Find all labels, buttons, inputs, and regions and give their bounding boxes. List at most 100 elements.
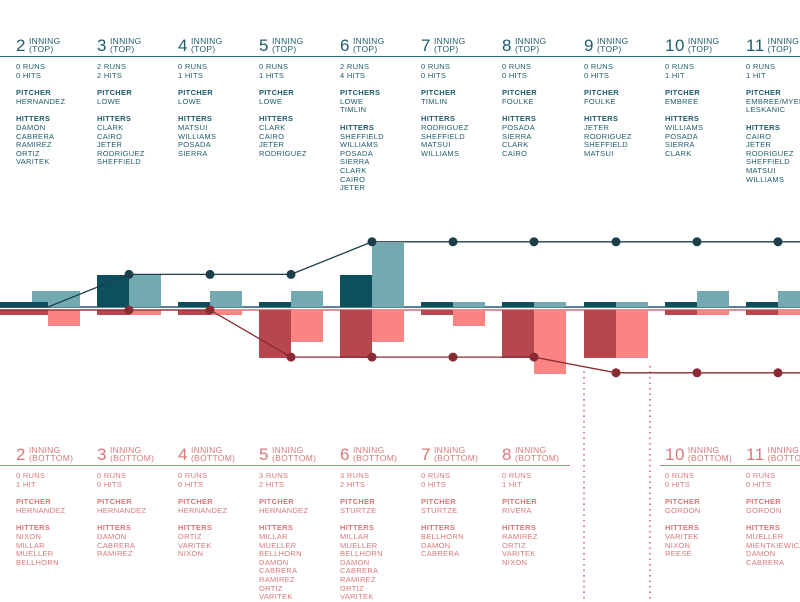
- runs-count: 0 RUNS: [97, 471, 127, 480]
- runs-count: 0 RUNS: [584, 62, 614, 71]
- bottom-cumulative-point: [773, 368, 783, 378]
- hits-count: 0 HITS: [665, 479, 691, 489]
- inning-number: 7: [421, 445, 431, 464]
- hitter-name: POSADA: [178, 140, 212, 150]
- hits-count: 2 HITS: [97, 70, 123, 80]
- hits-count: 0 HITS: [502, 70, 528, 80]
- bar-top-runs: [665, 302, 697, 307]
- hitters-section: HITTERS SHEFFIELD WILLIAMS POSADA SIERRA CLAR…: [340, 123, 420, 193]
- inning-word: INNING: [109, 36, 142, 46]
- inning-stats: 0 RUNS 0 HITS: [421, 471, 501, 489]
- inning-half: (BOTTOM): [687, 453, 733, 463]
- runs-count: 3 RUNS: [259, 471, 289, 480]
- inning-header: 2 INNING (BOTTOM): [16, 441, 96, 463]
- hitter-name: POSADA: [340, 148, 374, 158]
- hits-count: 0 HITS: [421, 479, 447, 489]
- pitcher-name: EMBREE/MYERS: [746, 96, 800, 106]
- hitters-label: HITTERS: [665, 523, 700, 533]
- inning-stats: 3 RUNS 2 HITS: [259, 471, 339, 489]
- bottom-inning-column: 7 INNING (BOTTOM) 0 RUNS 0 HITS PITCHER STURTZ…: [421, 441, 501, 559]
- top-cumulative-point: [124, 269, 134, 279]
- inning-word: INNING: [352, 36, 385, 46]
- hits-count: 0 HITS: [16, 70, 42, 80]
- bottom-cumulative-point: [205, 305, 215, 315]
- bar-bottom-hits: [210, 310, 242, 315]
- bar-top-runs: [259, 302, 291, 307]
- hitters-section: HITTERS RAMIREZ ORTIZ VARITEK NIXON: [502, 524, 582, 567]
- hitters-section: HITTERS CLARK CAIRO JETER RODRIGUEZ SHEFFIELD: [97, 115, 177, 167]
- inning-half: (TOP): [596, 44, 622, 54]
- inning-header: 6 INNING (TOP): [340, 32, 420, 54]
- hits-count: 2 HITS: [340, 479, 366, 489]
- inning-header: 2 INNING (TOP): [16, 32, 96, 54]
- hitter-name: DAMON: [16, 122, 46, 132]
- bar-bottom-hits: [453, 310, 485, 326]
- inning-label: INNING (TOP): [597, 37, 629, 54]
- runs-count: 0 RUNS: [16, 62, 46, 71]
- bottom-cumulative-point: [448, 352, 458, 362]
- bar-bottom-hits: [616, 310, 648, 358]
- hitter-name: MATSUI: [746, 165, 776, 175]
- inning-word: INNING: [433, 36, 466, 46]
- hitter-name: SHEFFIELD: [584, 140, 628, 150]
- hitter-name: MILLAR: [340, 531, 369, 541]
- bar-top-runs: [502, 302, 534, 307]
- inning-number: 11: [746, 36, 765, 55]
- bar-top-hits: [372, 243, 404, 307]
- bottom-inning-column: 6 INNING (BOTTOM) 3 RUNS 2 HITS PITCHER STURTZ…: [340, 441, 420, 602]
- top-inning-column: 4 INNING (TOP) 0 RUNS 1 HITS PITCHER LOWE HITTE…: [178, 32, 258, 158]
- hitter-name: CLARK: [340, 165, 367, 175]
- inning-number: 2: [16, 36, 26, 55]
- inning-half: (BOTTOM): [433, 453, 479, 463]
- bar-bottom-runs: [97, 310, 129, 315]
- runs-count: 0 RUNS: [421, 471, 451, 480]
- inning-half: (TOP): [687, 44, 713, 54]
- runs-count: 0 RUNS: [502, 62, 532, 71]
- pitcher-label: PITCHER: [178, 88, 214, 98]
- inning-word: INNING: [109, 445, 142, 455]
- inning-stats: 0 RUNS 1 HIT: [665, 62, 745, 80]
- hitter-name: CLARK: [665, 148, 692, 158]
- inning-label: INNING(BOTTOM): [191, 446, 235, 463]
- pitcher-name: LOWE: [178, 96, 202, 106]
- bottom-rule: [0, 465, 570, 466]
- inning-header: 3 INNING (BOTTOM): [97, 441, 177, 463]
- inning-stats: 0 RUNS 0 HITS: [584, 62, 664, 80]
- hitter-name: RODRIGUEZ: [259, 148, 307, 158]
- hitter-name: WILLIAMS: [665, 122, 704, 132]
- inning-label: INNING (TOP): [434, 37, 466, 54]
- inning-half: (TOP): [514, 44, 540, 54]
- hitter-name: CABRERA: [259, 566, 298, 576]
- inning-label: INNING(BOTTOM): [768, 446, 800, 463]
- bar-bottom-runs: [746, 310, 778, 315]
- bar-top-hits: [48, 291, 80, 307]
- inning-number: 5: [259, 36, 269, 55]
- hitter-name: CAIRO: [502, 148, 528, 158]
- inning-stats: 0 RUNS 1 HITS: [178, 62, 258, 80]
- pitcher-section: PITCHER GORDON: [746, 498, 800, 515]
- inning-number: 10: [665, 36, 685, 55]
- bar-bottom-runs: [665, 310, 697, 315]
- inning-label: INNING (TOP): [191, 37, 223, 54]
- pitcher-label: PITCHER: [97, 88, 133, 98]
- hitter-name: VARITEK: [340, 592, 374, 602]
- bottom-cumulative-point: [611, 368, 621, 378]
- hitter-name: VARITEK: [502, 549, 536, 559]
- pitcher-section: PITCHER GORDON: [665, 498, 745, 515]
- hitter-name: RAMIREZ: [97, 549, 133, 559]
- runs-count: 2 RUNS: [97, 62, 127, 71]
- hitter-name: REESE: [665, 549, 692, 559]
- hitter-name: ORTIZ: [340, 583, 364, 593]
- inning-stats: 2 RUNS 4 HITS: [340, 62, 420, 80]
- hitter-name: BELLHORN: [16, 557, 59, 567]
- hitter-name: RODRIGUEZ: [584, 131, 632, 141]
- hitter-name: BELLHORN: [259, 549, 302, 559]
- hitters-label: HITTERS: [421, 114, 456, 124]
- pitcher-section: PITCHER LOWE: [97, 89, 177, 106]
- bar-top-hits: [616, 302, 648, 307]
- hitter-name: RAMIREZ: [16, 140, 52, 150]
- hitter-name: MUELLER: [16, 549, 54, 559]
- hitters-section: HITTERS RODRIGUEZ SHEFFIELD MATSUI WILLIAMS: [421, 115, 501, 158]
- inning-word: INNING: [28, 445, 61, 455]
